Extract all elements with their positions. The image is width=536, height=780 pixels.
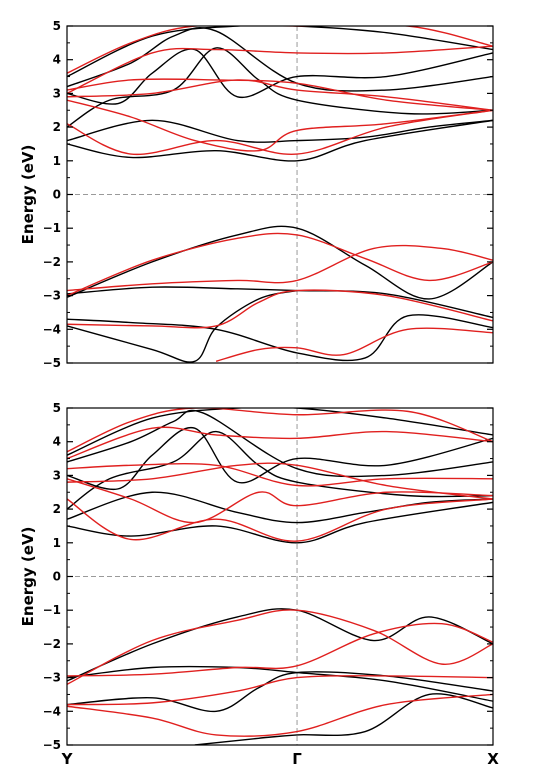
- y-tick-label: −5: [43, 356, 61, 370]
- red-band-line-17: [67, 478, 493, 524]
- y-tick-label: 3: [53, 468, 61, 482]
- y-tick-label: −4: [43, 322, 61, 336]
- x-point-label: X: [487, 750, 499, 768]
- gamma-point-label: Γ: [292, 750, 302, 768]
- band-curves: [67, 408, 493, 745]
- y-tick-label: 1: [53, 154, 61, 168]
- y-tick-label: 2: [53, 502, 61, 516]
- band-panel-2: −5 −4 −3 −2 −1 0 1 2 3 4 5 Energy (eV) Y Γ X: [19, 401, 499, 768]
- red-band-line-15: [67, 109, 493, 156]
- black-band-line-9: [67, 501, 493, 544]
- red-band-line-18: [67, 78, 493, 111]
- y-tick-label: −1: [43, 603, 61, 617]
- y-axis-label: Energy (eV): [19, 527, 37, 627]
- black-band-line-2: [67, 225, 493, 300]
- y-tick-label: −3: [43, 289, 61, 303]
- black-band-line-13: [67, 27, 493, 92]
- y-tick-label: 5: [53, 401, 61, 415]
- red-band-line-7: [67, 289, 493, 329]
- black-band-line-11: [67, 430, 493, 510]
- red-band-line-8: [215, 327, 493, 362]
- black-band-line-2: [67, 608, 493, 682]
- black-band-line-14: [67, 26, 493, 78]
- black-band-line-1: [67, 286, 493, 319]
- red-band-line-17: [67, 99, 493, 152]
- red-band-line-5: [67, 244, 493, 292]
- red-band-line-20: [67, 26, 493, 74]
- y-point-label: Y: [61, 750, 74, 768]
- black-band-line-9: [67, 119, 493, 162]
- red-band-line-16: [67, 79, 493, 111]
- red-band-line-8: [67, 675, 493, 706]
- y-axis-label: Energy (eV): [19, 145, 37, 245]
- red-band-line-20: [67, 408, 493, 453]
- y-tick-label: 4: [53, 435, 61, 449]
- black-band-line-3: [67, 314, 493, 362]
- black-band-line-10: [67, 119, 493, 143]
- red-band-line-18: [67, 462, 493, 487]
- y-tick-label: 3: [53, 86, 61, 100]
- red-band-line-19: [67, 426, 493, 460]
- black-band-line-4: [67, 289, 298, 363]
- red-band-line-19: [67, 45, 493, 95]
- y-tick-label: −2: [43, 255, 61, 269]
- band-curves: [67, 26, 493, 363]
- red-band-line-6: [67, 609, 493, 685]
- y-tick-label: −1: [43, 221, 61, 235]
- y-tick-label: 0: [53, 188, 61, 202]
- red-band-line-15: [67, 498, 493, 542]
- y-tick-label: 2: [53, 120, 61, 134]
- black-band-line-3: [67, 671, 493, 713]
- black-band-line-4: [194, 693, 493, 745]
- black-band-line-10: [67, 491, 493, 524]
- y-tick-label: 0: [53, 570, 61, 584]
- black-band-line-14: [67, 408, 493, 456]
- band-panel-1: −5 −4 −3 −2 −1 0 1 2 3 4 5 Energy (eV): [19, 19, 494, 370]
- y-tick-label: −4: [43, 704, 61, 718]
- red-band-line-16: [67, 462, 493, 500]
- y-tick-label: −2: [43, 637, 61, 651]
- black-band-line-11: [67, 47, 493, 128]
- red-band-line-6: [67, 232, 493, 297]
- red-band-line-7: [67, 693, 493, 737]
- y-tick-label: −5: [43, 738, 61, 752]
- y-tick-label: −3: [43, 671, 61, 685]
- black-band-line-12: [67, 426, 493, 491]
- red-band-line-5: [67, 622, 493, 677]
- black-band-line-13: [67, 409, 493, 478]
- y-tick-label: 5: [53, 19, 61, 33]
- y-tick-label: 1: [53, 536, 61, 550]
- y-tick-label: 4: [53, 53, 61, 67]
- black-band-line-12: [67, 48, 493, 105]
- black-band-line-1: [67, 665, 493, 702]
